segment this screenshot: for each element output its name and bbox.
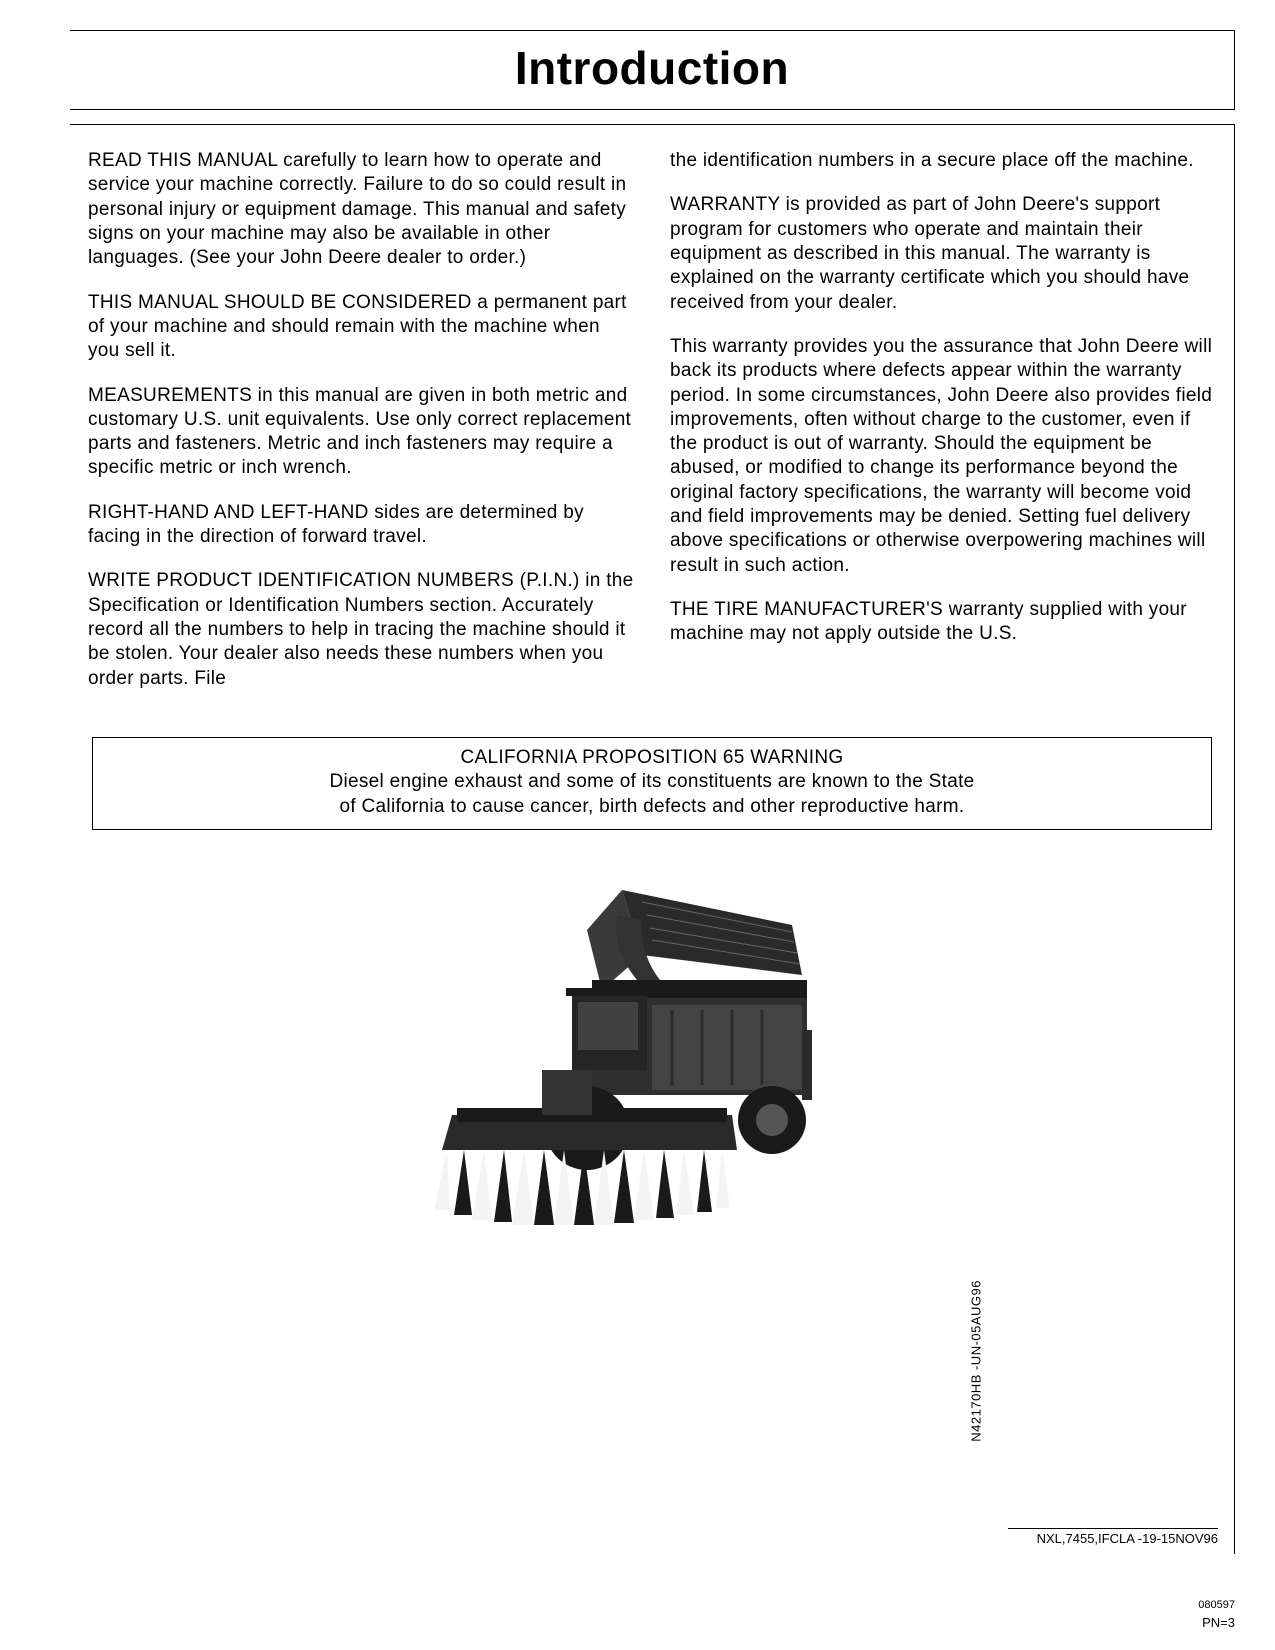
document-reference: NXL,7455,IFCLA -19-15NOV96 [1008, 1528, 1218, 1546]
footer: 080597 PN=3 [1198, 1598, 1235, 1632]
paragraph: This warranty provides you the assurance… [670, 335, 1216, 578]
title-box: Introduction [70, 30, 1235, 110]
content-box: READ THIS MANUAL carefully to learn how … [70, 124, 1235, 1554]
paragraph: WARRANTY is provided as part of John Dee… [670, 193, 1216, 315]
warning-heading: CALIFORNIA PROPOSITION 65 WARNING [123, 746, 1181, 770]
page: Introduction READ THIS MANUAL carefully … [0, 0, 1275, 1650]
paragraph: RIGHT-HAND AND LEFT-HAND sides are deter… [88, 501, 634, 550]
warning-line: of California to cause cancer, birth def… [123, 795, 1181, 819]
machine-illustration [392, 860, 912, 1260]
text-columns: READ THIS MANUAL carefully to learn how … [88, 149, 1216, 711]
warning-box: CALIFORNIA PROPOSITION 65 WARNING Diesel… [92, 737, 1212, 830]
left-column: READ THIS MANUAL carefully to learn how … [88, 149, 634, 711]
image-code: N42170HB -UN-05AUG96 [969, 1280, 984, 1442]
paragraph: THE TIRE MANUFACTURER'S warranty supplie… [670, 598, 1216, 647]
footer-code: 080597 [1198, 1598, 1235, 1613]
warning-line: Diesel engine exhaust and some of its co… [123, 770, 1181, 794]
right-column: the identification numbers in a secure p… [670, 149, 1216, 711]
paragraph: MEASUREMENTS in this manual are given in… [88, 384, 634, 481]
paragraph: READ THIS MANUAL carefully to learn how … [88, 149, 634, 271]
page-title: Introduction [70, 41, 1234, 95]
page-number: PN=3 [1198, 1614, 1235, 1632]
paragraph: THIS MANUAL SHOULD BE CONSIDERED a perma… [88, 291, 634, 364]
paragraph: the identification numbers in a secure p… [670, 149, 1216, 173]
image-area: N42170HB -UN-05AUG96 [88, 860, 1216, 1300]
paragraph: WRITE PRODUCT IDENTIFICATION NUMBERS (P.… [88, 569, 634, 691]
